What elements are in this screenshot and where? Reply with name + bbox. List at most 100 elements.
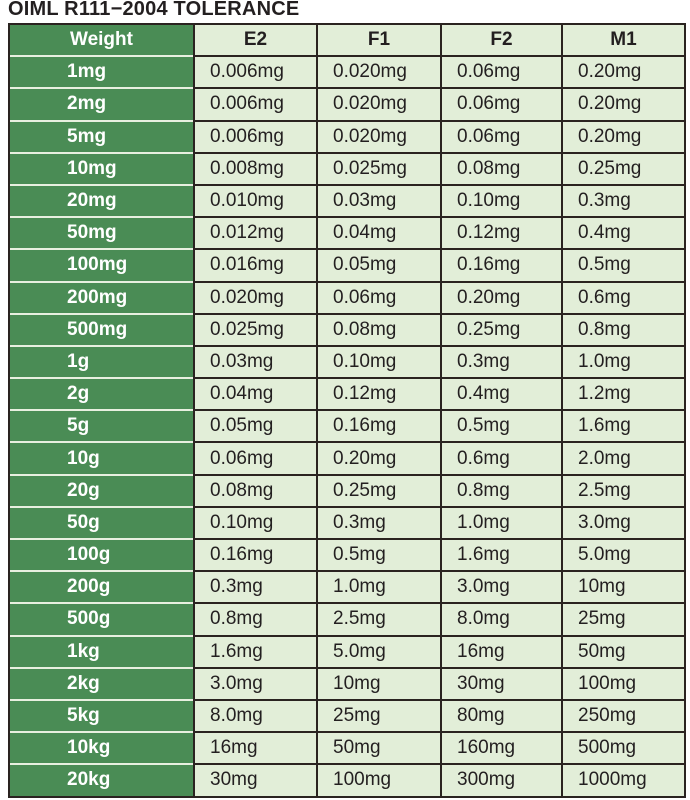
- tolerance-cell-f2: 0.5mg: [440, 409, 563, 444]
- tolerance-cell-f2: 80mg: [440, 698, 563, 734]
- weight-cell: 20kg: [8, 763, 195, 797]
- tolerance-cell-f1: 0.020mg: [316, 87, 442, 122]
- weight-cell: 100mg: [8, 248, 195, 282]
- weight-cell: 1mg: [8, 55, 195, 89]
- tolerance-cell-e2: 3.0mg: [193, 666, 318, 701]
- tolerance-cell-f2: 0.06mg: [440, 119, 563, 154]
- table-row: 50g 0.10mg 0.3mg 1.0mg 3.0mg: [8, 505, 686, 541]
- table-row: 5g 0.05mg 0.16mg 0.5mg 1.6mg: [8, 409, 686, 444]
- tolerance-cell-f1: 0.12mg: [316, 377, 442, 412]
- tolerance-cell-m1: 0.20mg: [561, 119, 686, 154]
- table-row: 100g 0.16mg 0.5mg 1.6mg 5.0mg: [8, 537, 686, 573]
- tolerance-cell-e2: 0.006mg: [193, 87, 318, 122]
- tolerance-cell-f1: 25mg: [316, 698, 442, 734]
- tolerance-cell-e2: 0.020mg: [193, 280, 318, 315]
- table-row: 1mg 0.006mg 0.020mg 0.06mg 0.20mg: [8, 55, 686, 90]
- weight-cell: 2g: [8, 377, 195, 411]
- tolerance-cell-e2: 1.6mg: [193, 634, 318, 669]
- tolerance-cell-m1: 2.0mg: [561, 441, 686, 476]
- weight-cell: 500g: [8, 602, 195, 636]
- tolerance-cell-m1: 0.25mg: [561, 151, 686, 186]
- table-row: 2g 0.04mg 0.12mg 0.4mg 1.2mg: [8, 377, 686, 412]
- tolerance-cell-f2: 0.06mg: [440, 87, 563, 122]
- page-title: OIML R111−2004 TOLERANCE: [8, 0, 300, 20]
- tolerance-cell-m1: 0.20mg: [561, 87, 686, 122]
- tolerance-cell-f1: 0.20mg: [316, 441, 442, 476]
- weight-cell: 2kg: [8, 666, 195, 700]
- tolerance-cell-f2: 300mg: [440, 763, 563, 798]
- tolerance-cell-f2: 0.10mg: [440, 183, 563, 219]
- tolerance-cell-m1: 50mg: [561, 634, 686, 669]
- tolerance-cell-e2: 8.0mg: [193, 698, 318, 734]
- tolerance-cell-m1: 2.5mg: [561, 473, 686, 508]
- tolerance-cell-e2: 0.10mg: [193, 505, 318, 541]
- tolerance-cell-m1: 0.8mg: [561, 312, 686, 347]
- table-row: 2kg 3.0mg 10mg 30mg 100mg: [8, 666, 686, 701]
- tolerance-cell-f1: 0.10mg: [316, 344, 442, 380]
- tolerance-cell-e2: 0.08mg: [193, 473, 318, 508]
- tolerance-cell-f1: 0.03mg: [316, 183, 442, 219]
- tolerance-cell-f1: 0.020mg: [316, 119, 442, 154]
- tolerance-cell-m1: 0.20mg: [561, 55, 686, 90]
- table-row: 1kg 1.6mg 5.0mg 16mg 50mg: [8, 634, 686, 669]
- table-row: 10g 0.06mg 0.20mg 0.6mg 2.0mg: [8, 441, 686, 476]
- table-row: 20kg 30mg 100mg 300mg 1000mg: [8, 763, 686, 798]
- tolerance-cell-e2: 0.8mg: [193, 602, 318, 637]
- tolerance-cell-e2: 0.06mg: [193, 441, 318, 476]
- tolerance-cell-f1: 0.05mg: [316, 248, 442, 283]
- weight-cell: 2mg: [8, 87, 195, 121]
- tolerance-cell-m1: 10mg: [561, 570, 686, 605]
- weight-cell: 20mg: [8, 183, 195, 218]
- tolerance-cell-m1: 5.0mg: [561, 537, 686, 573]
- table-row: 1g 0.03mg 0.10mg 0.3mg 1.0mg: [8, 344, 686, 380]
- table-row: 50mg 0.012mg 0.04mg 0.12mg 0.4mg: [8, 216, 686, 251]
- column-header-m1: M1: [561, 22, 686, 58]
- tolerance-cell-e2: 16mg: [193, 731, 318, 766]
- table-row: 2mg 0.006mg 0.020mg 0.06mg 0.20mg: [8, 87, 686, 122]
- tolerance-cell-e2: 0.04mg: [193, 377, 318, 412]
- table-header-row: Weight E2 F1 F2 M1: [8, 22, 686, 58]
- weight-cell: 200g: [8, 570, 195, 604]
- tolerance-table: Weight E2 F1 F2 M1 1mg 0.006mg 0.020mg 0.06mg 0.…: [8, 22, 686, 798]
- weight-cell: 200mg: [8, 280, 195, 314]
- weight-cell: 100g: [8, 537, 195, 572]
- table-row: 200g 0.3mg 1.0mg 3.0mg 10mg: [8, 570, 686, 605]
- tolerance-cell-f2: 30mg: [440, 666, 563, 701]
- tolerance-cell-f2: 160mg: [440, 731, 563, 766]
- tolerance-cell-e2: 0.012mg: [193, 216, 318, 251]
- weight-cell: 10g: [8, 441, 195, 475]
- table-row: 200mg 0.020mg 0.06mg 0.20mg 0.6mg: [8, 280, 686, 315]
- tolerance-cell-f2: 16mg: [440, 634, 563, 669]
- table-row: 500mg 0.025mg 0.08mg 0.25mg 0.8mg: [8, 312, 686, 347]
- tolerance-cell-f2: 3.0mg: [440, 570, 563, 605]
- tolerance-cell-m1: 1.0mg: [561, 344, 686, 380]
- tolerance-cell-f1: 0.3mg: [316, 505, 442, 541]
- tolerance-cell-m1: 250mg: [561, 698, 686, 734]
- tolerance-cell-m1: 0.4mg: [561, 216, 686, 251]
- tolerance-cell-f1: 50mg: [316, 731, 442, 766]
- tolerance-cell-e2: 0.3mg: [193, 570, 318, 605]
- tolerance-cell-m1: 1000mg: [561, 763, 686, 798]
- weight-cell: 10mg: [8, 151, 195, 185]
- tolerance-cell-e2: 0.006mg: [193, 119, 318, 154]
- tolerance-cell-f2: 0.08mg: [440, 151, 563, 186]
- tolerance-cell-f1: 1.0mg: [316, 570, 442, 605]
- weight-cell: 20g: [8, 473, 195, 507]
- weight-cell: 50g: [8, 505, 195, 539]
- table-row: 20g 0.08mg 0.25mg 0.8mg 2.5mg: [8, 473, 686, 508]
- tolerance-cell-m1: 1.6mg: [561, 409, 686, 444]
- tolerance-cell-m1: 100mg: [561, 666, 686, 701]
- tolerance-cell-f1: 0.16mg: [316, 409, 442, 444]
- tolerance-cell-e2: 0.025mg: [193, 312, 318, 347]
- tolerance-cell-f2: 0.20mg: [440, 280, 563, 315]
- column-header-f2: F2: [440, 22, 563, 58]
- tolerance-cell-m1: 0.5mg: [561, 248, 686, 283]
- tolerance-cell-f2: 0.12mg: [440, 216, 563, 251]
- table-row: 5mg 0.006mg 0.020mg 0.06mg 0.20mg: [8, 119, 686, 154]
- tolerance-cell-f1: 0.04mg: [316, 216, 442, 251]
- tolerance-cell-e2: 0.008mg: [193, 151, 318, 186]
- tolerance-cell-e2: 30mg: [193, 763, 318, 798]
- tolerance-cell-e2: 0.016mg: [193, 248, 318, 283]
- tolerance-cell-f1: 2.5mg: [316, 602, 442, 637]
- tolerance-cell-f1: 100mg: [316, 763, 442, 798]
